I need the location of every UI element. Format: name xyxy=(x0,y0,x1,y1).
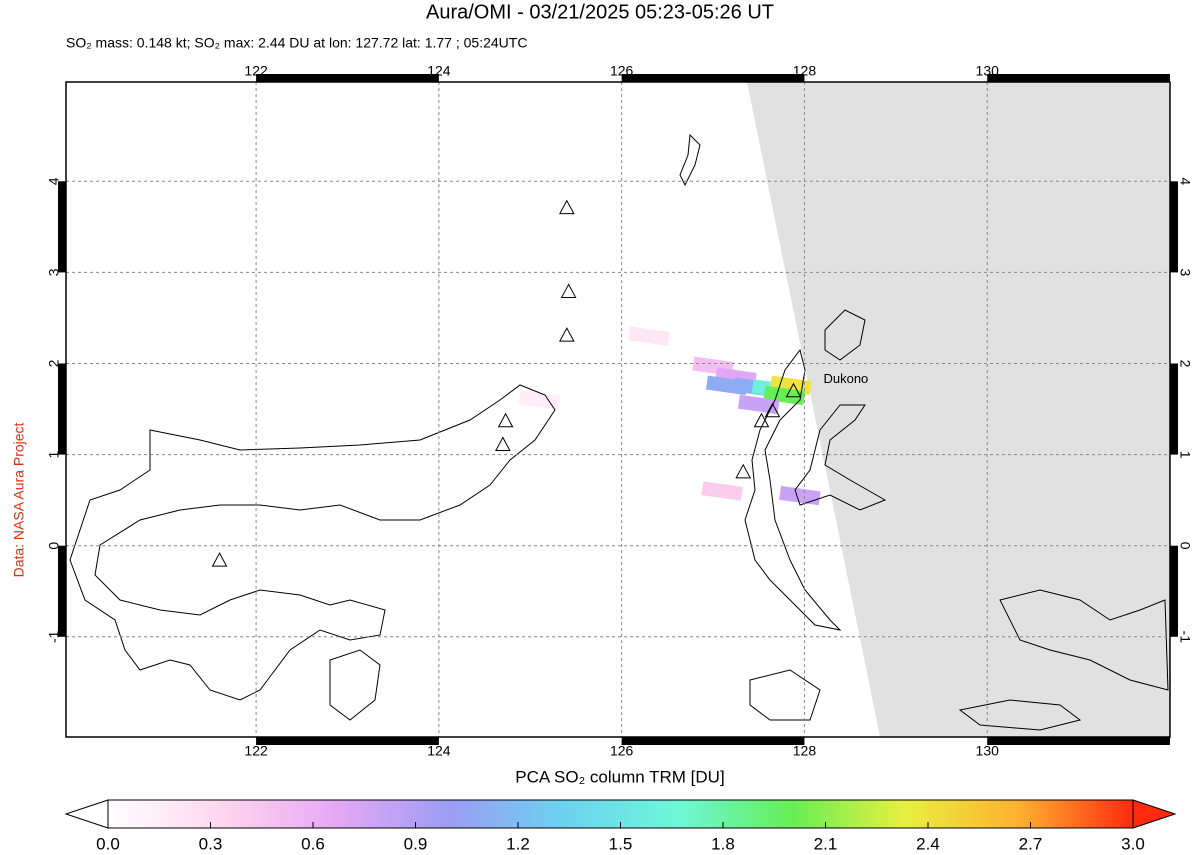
volcano-marker xyxy=(764,402,781,418)
colorbar-tick-label: 2.7 xyxy=(1019,834,1043,853)
credit: Data: NASA Aura Project xyxy=(11,422,27,577)
so2-pixel xyxy=(628,326,670,346)
volcano-label: Dukono xyxy=(823,371,868,386)
y-tick-label: -1 xyxy=(46,630,62,643)
x-tick-label: 122 xyxy=(244,743,268,759)
y-tick-label: 3 xyxy=(46,268,62,276)
volcano-marker xyxy=(558,327,575,342)
volcano-marker xyxy=(558,199,575,215)
y-tick-label: 0 xyxy=(46,542,62,550)
axis-band xyxy=(1170,363,1178,455)
y-tick-label: 1 xyxy=(1177,451,1193,459)
axis-band xyxy=(621,737,805,745)
y-tick-label: 1 xyxy=(46,450,62,458)
colorbar-tick-label: 1.5 xyxy=(609,834,633,853)
x-tick-label: 124 xyxy=(427,743,451,759)
axis-band xyxy=(256,737,439,745)
subtitle: SO₂ mass: 0.148 kt; SO₂ max: 2.44 DU at … xyxy=(66,35,527,51)
colorbar-tick-label: 1.2 xyxy=(506,834,530,853)
coastline xyxy=(999,589,1169,691)
so2-pixel xyxy=(701,481,743,501)
y-tick-label: 4 xyxy=(1177,177,1193,185)
volcano-marker xyxy=(495,436,511,451)
colorbar-tick-label: 1.8 xyxy=(711,834,735,853)
axis-band xyxy=(1170,181,1178,273)
pixel-layer xyxy=(518,326,821,506)
title: Aura/OMI - 03/21/2025 05:23-05:26 UT xyxy=(426,1,774,23)
coastlines xyxy=(69,133,1169,731)
axis-band xyxy=(58,363,66,455)
y-tick-label: 2 xyxy=(46,359,62,367)
volcano-marker xyxy=(560,283,577,298)
coastline xyxy=(794,404,887,511)
colorbar-tick-label: 0.0 xyxy=(96,834,120,853)
coastline xyxy=(679,133,701,187)
x-tick-label: 126 xyxy=(610,743,634,759)
coastline xyxy=(69,384,556,701)
axis-band xyxy=(1170,545,1178,637)
volcano-marker xyxy=(753,412,770,428)
y-tick-label: -1 xyxy=(1177,631,1193,644)
colorbar-over-arrow xyxy=(1132,799,1177,829)
coastline xyxy=(749,669,821,721)
axis-band xyxy=(58,545,66,637)
so2-pixel xyxy=(518,390,561,410)
axis-band xyxy=(987,737,1170,745)
x-tick-label: 128 xyxy=(793,743,817,759)
no-data-swath xyxy=(747,82,1170,737)
x-tick-label: 124 xyxy=(427,63,451,79)
colorbar-tick-label: 0.3 xyxy=(199,834,223,853)
x-tick-label: 130 xyxy=(976,743,1000,759)
y-tick-label: 4 xyxy=(46,177,62,185)
colorbar-tick-label: 0.9 xyxy=(404,834,428,853)
y-tick-label: 2 xyxy=(1177,360,1193,368)
volcano-marker xyxy=(785,382,802,398)
volcano-marker xyxy=(497,412,514,428)
colorbar-label: PCA SO₂ column TRM [DU] xyxy=(515,767,724,786)
axis-band xyxy=(256,74,439,82)
grid-layer xyxy=(66,82,1170,737)
colorbar-tick-label: 2.1 xyxy=(814,834,838,853)
coastline xyxy=(329,649,381,721)
colorbar-tick-label: 3.0 xyxy=(1121,834,1145,853)
y-tick-label: 0 xyxy=(1177,542,1193,550)
so2-pixel xyxy=(779,485,821,506)
coastline xyxy=(824,309,866,361)
axis-band xyxy=(58,181,66,273)
map-content: Dukono xyxy=(66,82,1170,737)
colorbar-tick-label: 0.6 xyxy=(301,834,325,853)
colorbar-under-arrow xyxy=(64,799,109,829)
y-tick-label: 3 xyxy=(1177,268,1193,276)
axis-band xyxy=(987,74,1170,82)
x-tick-label: 128 xyxy=(793,63,817,79)
axis-band xyxy=(621,74,805,82)
volcano-marker xyxy=(211,552,228,567)
coastline xyxy=(744,348,842,631)
colorbar-tick-label: 2.4 xyxy=(916,834,940,853)
coastline xyxy=(958,699,1082,731)
volcano-layer: Dukono xyxy=(211,199,868,567)
colorbar-ticks: 0.0 0.3 0.6 0.9 1.2 1.5 1.8 2.1 2.4 2.7 3.0 xyxy=(96,822,1145,853)
volcano-marker xyxy=(735,463,752,479)
